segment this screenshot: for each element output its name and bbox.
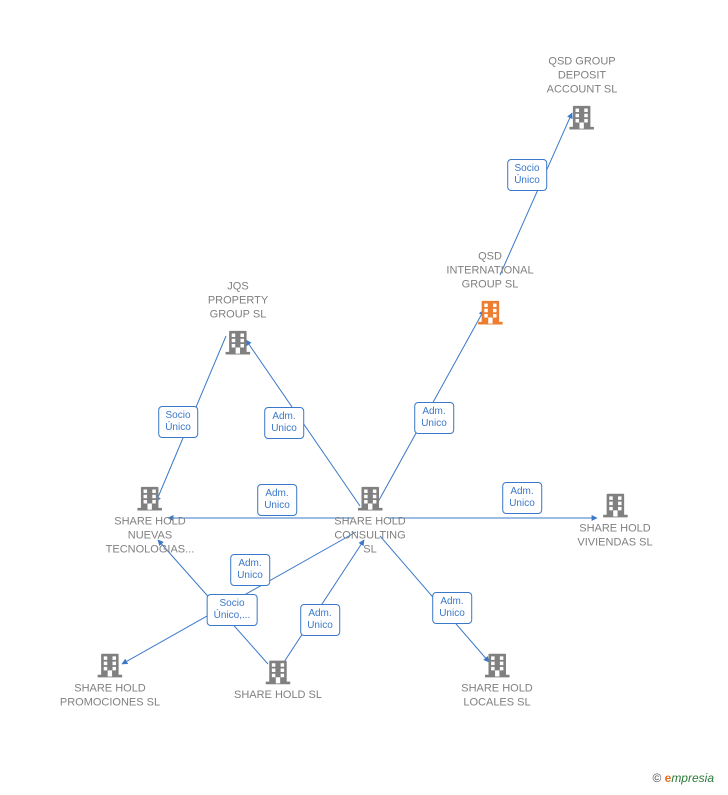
node-label: JQSPROPERTYGROUP SL xyxy=(208,280,268,321)
edge-label: Socio Único xyxy=(507,159,547,191)
edge-label: Adm. Unico xyxy=(432,592,472,624)
edge-label: Socio Único,... xyxy=(207,594,258,626)
node-qsd_deposit[interactable]: QSD GROUPDEPOSITACCOUNT SL xyxy=(547,55,618,134)
edge-label: Adm. Unico xyxy=(300,604,340,636)
node-label: SHARE HOLDNUEVASTECNOLOGIAS... xyxy=(106,515,195,556)
node-sh_viviendas[interactable]: SHARE HOLDVIVIENDAS SL xyxy=(577,490,652,550)
node-label: QSD GROUPDEPOSITACCOUNT SL xyxy=(547,55,618,96)
building-icon xyxy=(476,298,504,326)
edge-label: Adm. Unico xyxy=(502,482,542,514)
edge-label: Adm. Unico xyxy=(230,554,270,586)
node-sh_sl[interactable]: SHARE HOLD SL xyxy=(234,657,322,703)
edge-label: Adm. Unico xyxy=(264,407,304,439)
building-icon xyxy=(264,657,292,685)
building-icon xyxy=(136,483,164,511)
building-icon xyxy=(356,483,384,511)
building-icon xyxy=(601,490,629,518)
node-sh_promo[interactable]: SHARE HOLDPROMOCIONES SL xyxy=(60,650,160,710)
diagram-canvas: QSD GROUPDEPOSITACCOUNT SL QSDINTERNATION… xyxy=(0,0,728,795)
building-icon xyxy=(224,328,252,356)
copyright-symbol: © xyxy=(652,771,661,785)
node-qsd_intl[interactable]: QSDINTERNATIONALGROUP SL xyxy=(446,250,533,329)
node-sh_nuevas[interactable]: SHARE HOLDNUEVASTECNOLOGIAS... xyxy=(106,483,195,556)
building-icon xyxy=(568,103,596,131)
edge xyxy=(284,540,364,662)
node-label: SHARE HOLD SL xyxy=(234,689,322,703)
watermark: © empresia xyxy=(652,771,714,785)
node-sh_locales[interactable]: SHARE HOLDLOCALES SL xyxy=(461,650,533,710)
edge-label: Adm. Unico xyxy=(414,402,454,434)
building-icon xyxy=(483,650,511,678)
node-label: SHARE HOLDPROMOCIONES SL xyxy=(60,682,160,710)
node-label: QSDINTERNATIONALGROUP SL xyxy=(446,250,533,291)
brand-rest: mpresia xyxy=(671,771,714,785)
building-icon xyxy=(96,650,124,678)
node-label: SHARE HOLDVIVIENDAS SL xyxy=(577,522,652,550)
node-sh_consulting[interactable]: SHARE HOLDCONSULTINGSL xyxy=(334,483,406,556)
node-label: SHARE HOLDCONSULTINGSL xyxy=(334,515,406,556)
edge-label: Socio Único xyxy=(158,406,198,438)
edge-label: Adm. Unico xyxy=(257,484,297,516)
node-label: SHARE HOLDLOCALES SL xyxy=(461,682,533,710)
node-jqs[interactable]: JQSPROPERTYGROUP SL xyxy=(208,280,268,359)
